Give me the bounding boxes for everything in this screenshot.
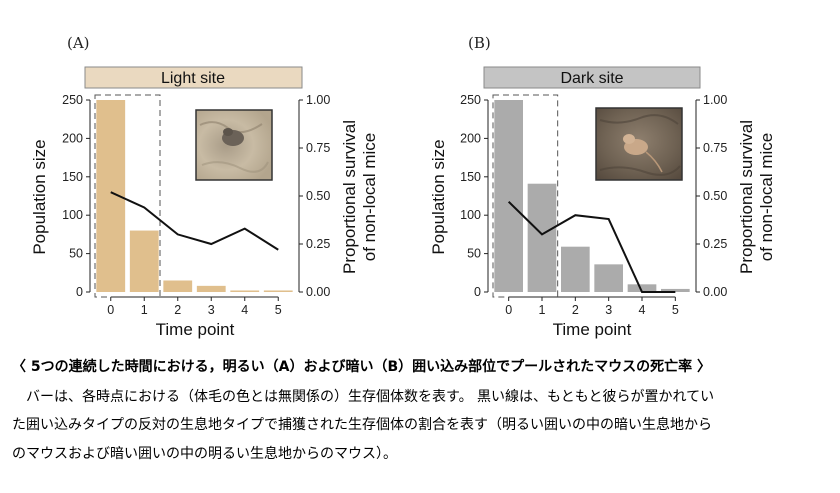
highlight-box [94, 94, 161, 298]
y2-tick-label: 0.00 [306, 285, 330, 299]
bar [494, 100, 523, 292]
x-tick-label: 1 [539, 303, 546, 317]
mouse-head [623, 134, 635, 144]
y2-axis-title-line2: of non-local mice [360, 133, 379, 262]
y-tick-label: 250 [460, 93, 481, 107]
bar [661, 288, 690, 292]
y-tick-label: 0 [76, 285, 83, 299]
caption-line: のマウスおよび暗い囲いの中の明るい生息地からのマウス）。 [12, 446, 397, 462]
x-tick-label: 2 [174, 303, 181, 317]
y-tick-label: 0 [474, 285, 481, 299]
caption-line: バーは、各時点における（体毛の色とは無関係の）生存個体数を表す。 黒い線は、もと… [12, 389, 715, 405]
y2-axis-title-line1: Proportional survival [737, 120, 756, 274]
bar [527, 183, 557, 292]
y2-tick-label: 0.25 [703, 237, 727, 251]
y2-tick-label: 0.75 [703, 141, 727, 155]
caption-line: た囲い込みタイプの反対の生息地タイプで捕獲された生存個体の割合を表す（明るい囲い… [12, 417, 712, 433]
y2-tick-label: 1.00 [306, 93, 330, 107]
y-tick-label: 200 [62, 131, 83, 145]
y2-axis-title-line1: Proportional survival [340, 120, 359, 274]
bar [163, 280, 193, 292]
bar [627, 284, 657, 292]
x-tick-label: 4 [241, 303, 248, 317]
y2-tick-label: 0.50 [306, 189, 330, 203]
mouse-head [223, 128, 233, 136]
x-tick-label: 0 [107, 303, 114, 317]
bar [561, 246, 590, 292]
photo-texture [599, 114, 679, 125]
panel-label: (A) [67, 34, 90, 52]
photo-texture [201, 161, 269, 173]
y2-tick-label: 0.25 [306, 237, 330, 251]
y-tick-label: 250 [62, 93, 83, 107]
y2-tick-label: 0.00 [703, 285, 727, 299]
y-tick-label: 150 [62, 170, 83, 184]
plot-area: 0 50 100 150 200 250 0.00 0.25 0.50 0.75 1.00 0 1 2 3 4… [62, 93, 330, 317]
survival-line [507, 201, 676, 293]
panel-light-site: (A) Light site 0501001502002500.000.250.… [30, 34, 379, 339]
x-axis-title: Time point [156, 320, 235, 339]
x-tick-label: 3 [605, 303, 612, 317]
bar [196, 285, 226, 292]
y2-axis-title-line2: of non-local mice [757, 133, 776, 262]
figure: (A) Light site 0501001502002500.000.250.… [30, 34, 776, 339]
y-tick-label: 50 [69, 247, 83, 261]
caption-title: 〈 5つの連続した時間における，明るい（A）および暗い（B）囲い込み部位でプール… [12, 359, 711, 375]
y-tick-label: 100 [460, 208, 481, 222]
x-axis-title: Time point [553, 320, 632, 339]
x-tick-label: 1 [141, 303, 148, 317]
strip-header [84, 66, 303, 89]
y-axis-title: Population size [30, 139, 49, 254]
panel-label: (B) [468, 34, 491, 52]
plot-area: 0 50 100 150 200 250 0.00 0.25 0.50 0.75 1.00 0 1 2 3 4… [460, 93, 727, 317]
x-tick-label: 0 [505, 303, 512, 317]
x-tick-label: 5 [672, 303, 679, 317]
chart-title: Light site [161, 70, 225, 87]
x-tick-label: 4 [639, 303, 646, 317]
mouse-tail [645, 151, 663, 173]
y2-tick-label: 1.00 [703, 93, 727, 107]
y2-tick-label: 0.75 [306, 141, 330, 155]
y-tick-label: 200 [460, 131, 481, 145]
y2-tick-label: 0.50 [703, 189, 727, 203]
y-tick-label: 100 [62, 208, 83, 222]
x-tick-label: 5 [275, 303, 282, 317]
bar [230, 290, 260, 292]
highlight-box [492, 94, 559, 298]
x-tick-label: 2 [572, 303, 579, 317]
inset-photo [195, 109, 273, 181]
bar [263, 290, 293, 292]
strip-header [483, 66, 701, 89]
survival-line [110, 191, 279, 251]
bar [594, 264, 623, 292]
y-axis-title: Population size [429, 139, 448, 254]
y-tick-label: 50 [467, 247, 481, 261]
inset-photo [595, 107, 683, 181]
x-tick-label: 3 [208, 303, 215, 317]
panel-dark-site: (B) Dark site 0501001502002500.000.250.5… [429, 34, 776, 339]
bar [129, 230, 159, 292]
chart-title: Dark site [560, 70, 623, 87]
photo-texture [599, 165, 681, 176]
y-tick-label: 150 [460, 170, 481, 184]
